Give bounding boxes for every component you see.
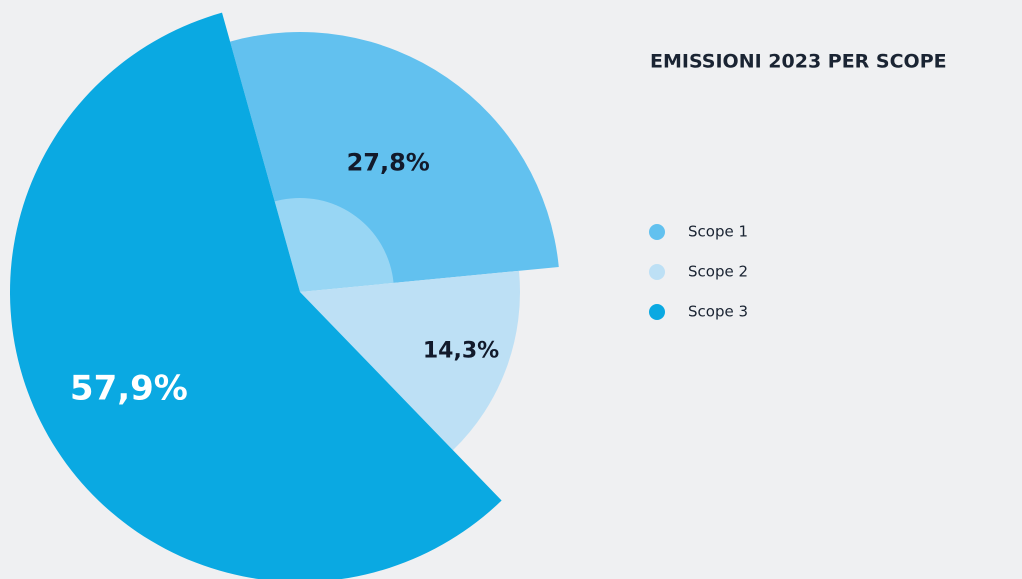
legend-swatch (649, 304, 665, 320)
data-label: 14,3% (423, 338, 499, 363)
data-label: 27,8% (347, 148, 430, 176)
pie-slice (300, 270, 520, 451)
legend-label: Scope 3 (688, 303, 748, 321)
legend-label: Scope 1 (688, 223, 748, 241)
pie-slice (10, 12, 502, 579)
data-label: 57,9% (70, 369, 188, 409)
pie-slice (230, 32, 559, 293)
legend-label: Scope 2 (688, 263, 748, 281)
legend-swatch (649, 224, 665, 240)
chart-title: EMISSIONI 2023 PER SCOPE (650, 51, 947, 73)
legend-swatch (649, 264, 665, 280)
